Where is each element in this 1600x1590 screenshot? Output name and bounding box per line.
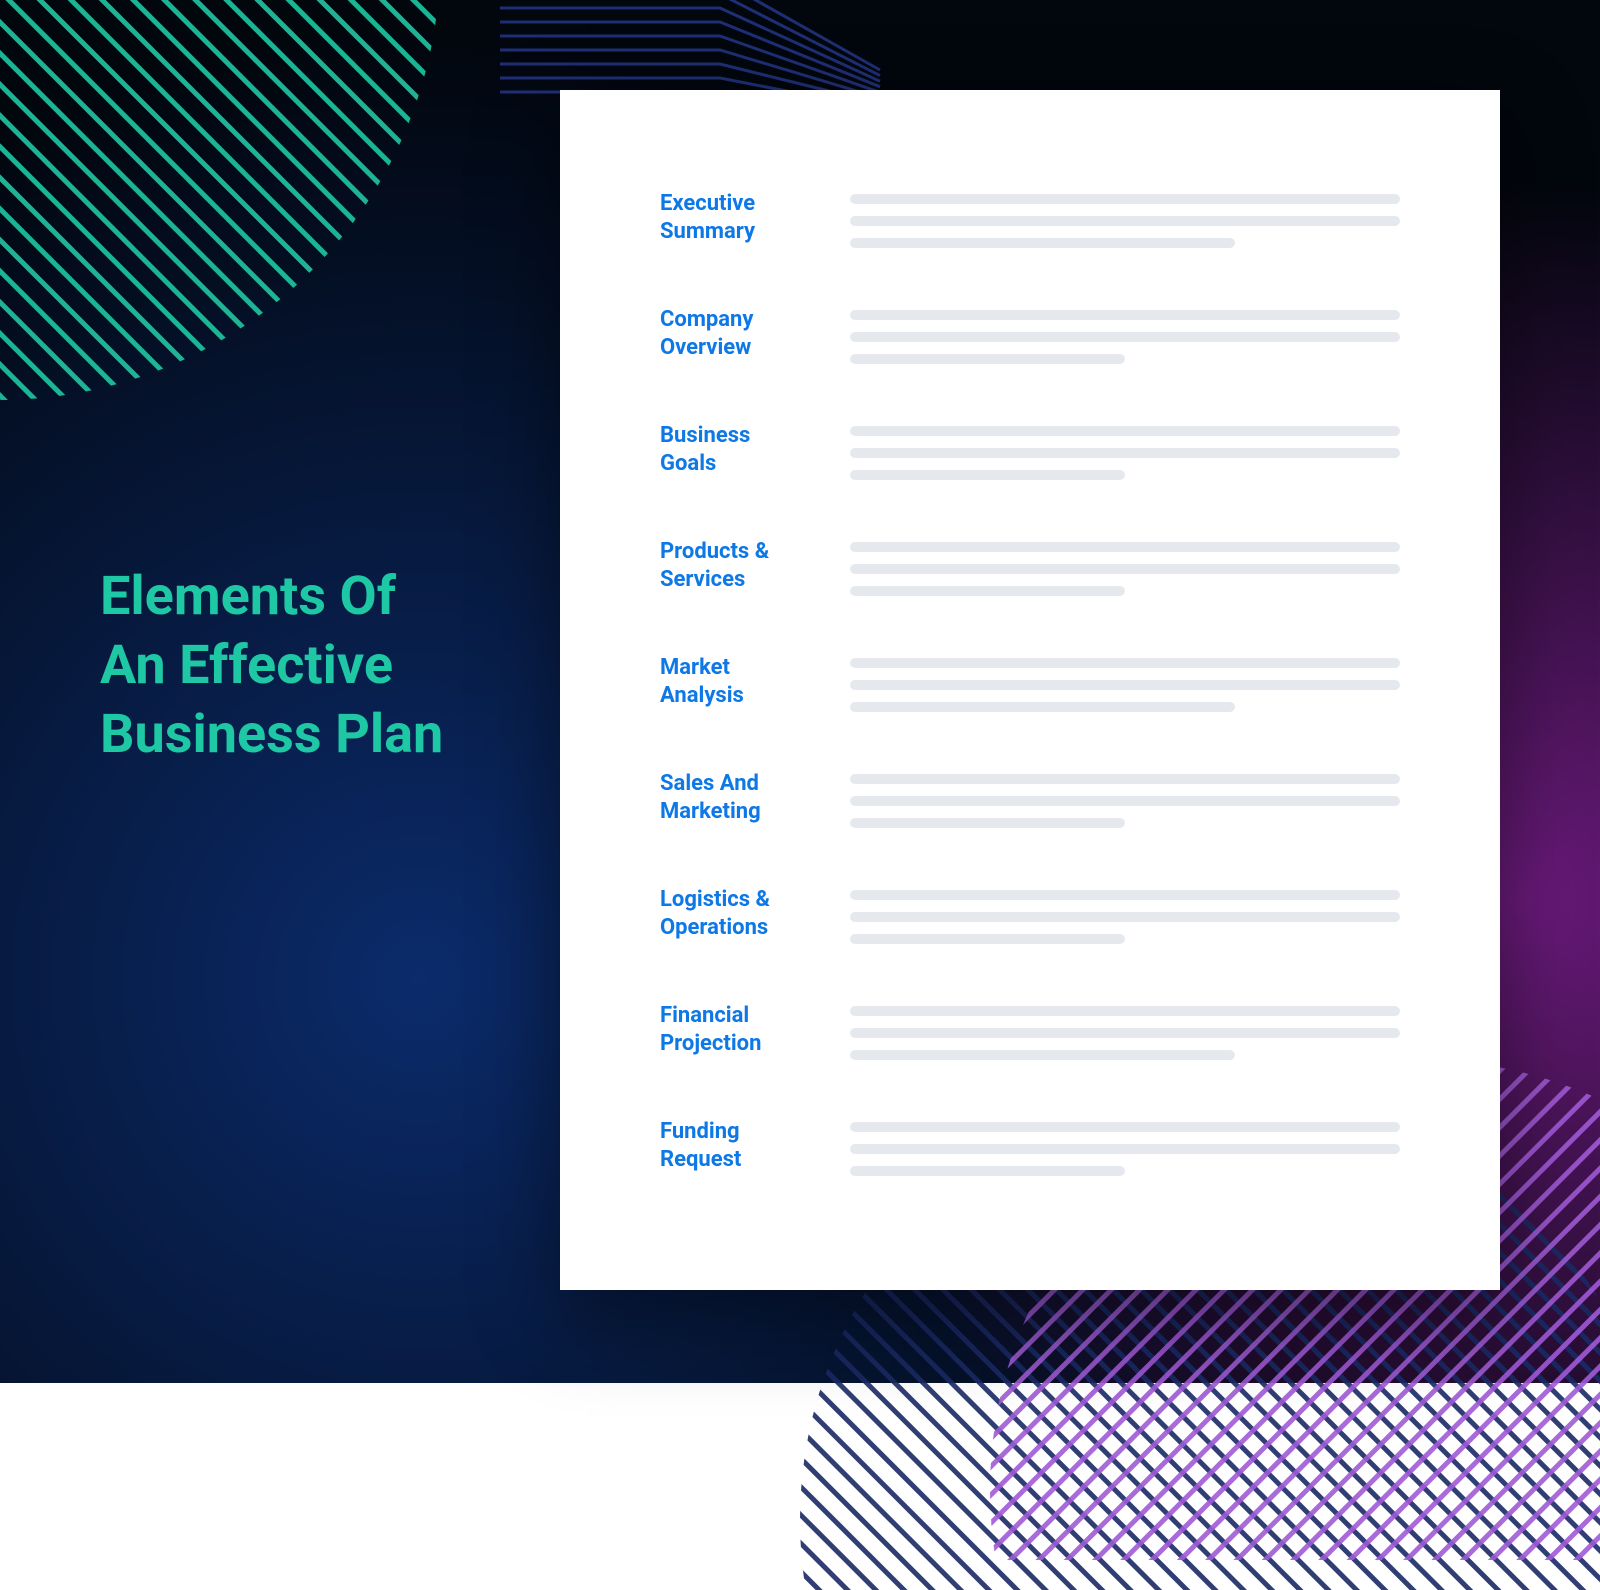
placeholder-line: [850, 354, 1125, 364]
placeholder-line: [850, 1006, 1400, 1016]
section-placeholder-lines: [850, 422, 1400, 480]
placeholder-line: [850, 1050, 1235, 1060]
section-label: Logistics & Operations: [660, 886, 850, 942]
placeholder-line: [850, 238, 1235, 248]
placeholder-line: [850, 564, 1400, 574]
section-row: Financial Projection: [660, 1002, 1400, 1060]
placeholder-line: [850, 470, 1125, 480]
section-placeholder-lines: [850, 1002, 1400, 1060]
placeholder-line: [850, 448, 1400, 458]
section-row: Sales And Marketing: [660, 770, 1400, 828]
placeholder-line: [850, 658, 1400, 668]
section-row: Logistics & Operations: [660, 886, 1400, 944]
section-placeholder-lines: [850, 538, 1400, 596]
placeholder-line: [850, 1122, 1400, 1132]
section-label: Sales And Marketing: [660, 770, 850, 826]
section-label: Market Analysis: [660, 654, 850, 710]
section-row: Business Goals: [660, 422, 1400, 480]
section-placeholder-lines: [850, 654, 1400, 712]
placeholder-line: [850, 1028, 1400, 1038]
placeholder-line: [850, 934, 1125, 944]
section-label: Funding Request: [660, 1118, 850, 1174]
placeholder-line: [850, 702, 1235, 712]
section-placeholder-lines: [850, 1118, 1400, 1176]
placeholder-line: [850, 542, 1400, 552]
placeholder-line: [850, 796, 1400, 806]
placeholder-line: [850, 680, 1400, 690]
placeholder-line: [850, 586, 1125, 596]
section-placeholder-lines: [850, 886, 1400, 944]
infographic-title: Elements Of An Effective Business Plan: [100, 562, 443, 769]
placeholder-line: [850, 426, 1400, 436]
placeholder-line: [850, 310, 1400, 320]
section-row: Company Overview: [660, 306, 1400, 364]
placeholder-line: [850, 818, 1125, 828]
document-card: Executive Summary Company Overview Busines…: [560, 90, 1500, 1290]
section-label: Financial Projection: [660, 1002, 850, 1058]
section-label: Executive Summary: [660, 190, 850, 246]
section-label: Company Overview: [660, 306, 850, 362]
section-placeholder-lines: [850, 306, 1400, 364]
placeholder-line: [850, 194, 1400, 204]
placeholder-line: [850, 912, 1400, 922]
section-row: Market Analysis: [660, 654, 1400, 712]
placeholder-line: [850, 332, 1400, 342]
section-row: Products & Services: [660, 538, 1400, 596]
placeholder-line: [850, 1144, 1400, 1154]
section-label: Products & Services: [660, 538, 850, 594]
section-row: Funding Request: [660, 1118, 1400, 1176]
section-row: Executive Summary: [660, 190, 1400, 248]
placeholder-line: [850, 216, 1400, 226]
placeholder-line: [850, 1166, 1125, 1176]
section-placeholder-lines: [850, 770, 1400, 828]
placeholder-line: [850, 774, 1400, 784]
placeholder-line: [850, 890, 1400, 900]
section-label: Business Goals: [660, 422, 850, 478]
section-placeholder-lines: [850, 190, 1400, 248]
